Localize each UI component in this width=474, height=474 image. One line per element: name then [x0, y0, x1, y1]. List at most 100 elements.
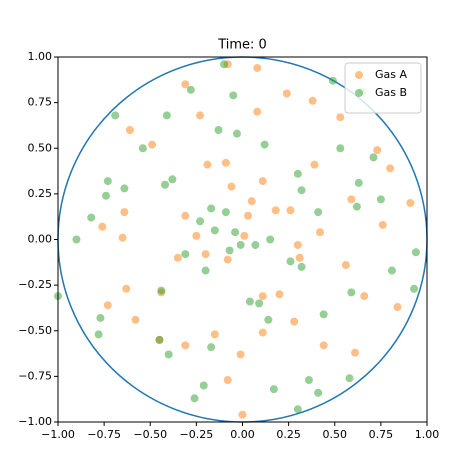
point — [240, 231, 249, 240]
point — [328, 76, 337, 85]
point — [98, 222, 107, 231]
x-tick-label: 0.00 — [230, 428, 255, 441]
chart-title: Time: 0 — [217, 38, 267, 53]
point — [360, 292, 369, 301]
point — [72, 235, 81, 244]
point — [269, 385, 278, 394]
point — [304, 376, 313, 385]
point — [192, 231, 201, 240]
point — [220, 60, 229, 69]
point — [223, 376, 232, 385]
point — [101, 191, 110, 200]
point — [293, 240, 302, 249]
legend-swatch — [355, 89, 363, 97]
point — [354, 178, 363, 187]
point — [315, 228, 324, 237]
point — [244, 211, 253, 220]
point — [260, 140, 269, 149]
point — [293, 169, 302, 178]
point — [266, 235, 275, 244]
point — [214, 126, 223, 134]
point — [251, 240, 260, 249]
point — [336, 113, 345, 122]
point — [341, 261, 350, 270]
point — [207, 204, 216, 213]
point — [271, 206, 280, 215]
point — [125, 126, 134, 134]
point — [196, 217, 205, 226]
point — [181, 80, 190, 89]
point — [225, 246, 234, 255]
point — [352, 202, 361, 211]
point — [221, 208, 230, 217]
point — [264, 315, 273, 324]
point — [275, 290, 284, 299]
point — [314, 388, 323, 397]
point — [196, 111, 205, 120]
point — [347, 288, 356, 297]
point — [378, 220, 387, 229]
point — [258, 328, 267, 337]
point — [229, 91, 238, 100]
legend: Gas A Gas B — [344, 62, 422, 114]
y-tick-label: 0.00 — [28, 233, 53, 246]
point — [253, 107, 262, 116]
point — [336, 144, 345, 153]
x-tick-label: 0.50 — [323, 428, 348, 441]
point — [319, 341, 328, 350]
point — [120, 208, 129, 217]
point — [120, 184, 129, 193]
point — [94, 330, 103, 339]
point — [297, 186, 306, 195]
point — [238, 410, 247, 419]
point — [201, 250, 210, 259]
point — [373, 146, 382, 155]
point — [223, 255, 232, 264]
x-tick-label: −0.50 — [133, 428, 167, 441]
point — [221, 158, 230, 167]
point — [231, 228, 240, 237]
point — [351, 348, 360, 357]
y-tick-label: 1.00 — [28, 50, 53, 63]
point — [111, 111, 120, 120]
point — [181, 250, 190, 259]
point — [199, 381, 208, 390]
point — [314, 208, 323, 217]
point — [190, 394, 199, 403]
point — [164, 350, 173, 359]
x-tick-label: 0.75 — [369, 428, 394, 441]
x-tick-label: 1.00 — [415, 428, 440, 441]
point — [157, 286, 166, 295]
point — [236, 240, 245, 249]
point — [96, 313, 105, 322]
point — [255, 299, 264, 308]
point — [369, 153, 378, 162]
point — [203, 160, 212, 169]
point — [138, 144, 147, 153]
point — [293, 405, 302, 414]
point — [387, 266, 396, 275]
point — [410, 284, 419, 293]
y-tick-label: −0.25 — [18, 278, 52, 291]
x-tick-label: −0.25 — [180, 428, 214, 441]
y-tick-label: −0.75 — [18, 369, 52, 382]
y-tick-label: 0.50 — [28, 141, 53, 154]
point — [286, 257, 295, 266]
point — [347, 195, 356, 204]
legend-label: Gas A — [375, 68, 407, 81]
point — [297, 262, 306, 271]
y-tick-label: −0.50 — [18, 324, 52, 337]
x-tick-label: −1.00 — [41, 428, 75, 441]
x-tick-label: −0.75 — [87, 428, 121, 441]
point — [210, 330, 219, 339]
point — [393, 303, 402, 312]
point — [201, 266, 210, 275]
point — [181, 211, 190, 220]
point — [308, 96, 317, 105]
point — [186, 85, 195, 94]
point — [122, 284, 131, 293]
point — [232, 129, 241, 138]
point — [386, 164, 395, 173]
point — [161, 180, 170, 189]
